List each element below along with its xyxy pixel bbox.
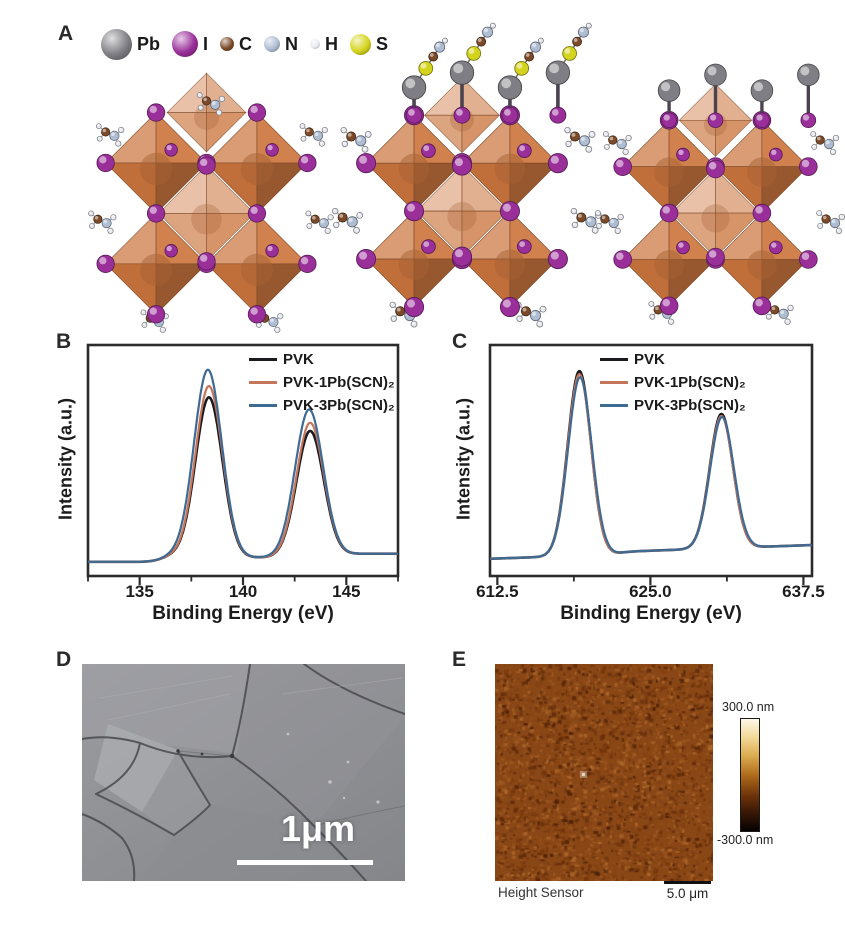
xps-plot-pb4f: 135 140 145 PVK PVK-1Pb(SCN)₂ PVK-3Pb(SCN)… (86, 343, 400, 601)
legend-label: PVK-1Pb(SCN)₂ (283, 373, 395, 391)
legend-line-swatch (249, 380, 277, 384)
height-colorbar (740, 718, 760, 832)
atom-symbol-label: Pb (137, 33, 161, 54)
legend-label: PVK-3Pb(SCN)₂ (634, 396, 746, 414)
chart-canvas (488, 343, 814, 585)
sem-scale-bar (237, 860, 373, 865)
x-tick-label: 625.0 (629, 582, 672, 601)
n-atom-icon (264, 36, 281, 52)
c-atom-icon (220, 37, 235, 51)
legend-label: PVK-1Pb(SCN)₂ (634, 373, 746, 391)
afm-scale-text: 5.0 μm (666, 886, 709, 901)
x-tick-label: 135 (125, 582, 154, 601)
afm-image (495, 664, 713, 881)
pb-atom-icon (101, 28, 132, 60)
x-tick-labels: 612.5 625.0 637.5 (476, 582, 825, 604)
atom-symbol-label: N (285, 33, 299, 54)
spectrum-curve (87, 396, 399, 564)
crystal-structure-svg (595, 63, 845, 325)
x-axis-label: Binding Energy (eV) (560, 603, 742, 624)
x-tick-label: 145 (332, 582, 361, 601)
panel-e-label: E (452, 648, 467, 671)
structure-pb-adatoms (595, 41, 845, 325)
h-atom-icon (310, 39, 321, 49)
legend-item: PVK-3Pb(SCN)₂ (600, 396, 746, 414)
colorbar-max-label: 300.0 nm (722, 700, 775, 714)
crystal-structure-svg (88, 72, 334, 333)
atom-symbol-label: H (325, 33, 339, 54)
x-tick-label: 612.5 (476, 582, 519, 601)
atom-legend: Pb I C N H S (101, 24, 395, 64)
sem-image (82, 664, 405, 881)
legend-line-swatch (600, 380, 628, 384)
s-atom-icon (350, 33, 372, 55)
atom-symbol-label: S (376, 33, 389, 54)
chart-canvas (86, 343, 400, 585)
legend-item: PVK-3Pb(SCN)₂ (249, 396, 395, 414)
legend-line-swatch (600, 403, 628, 407)
atom-symbol-label: C (239, 33, 253, 54)
x-tick-label: 140 (228, 582, 258, 601)
legend-item: PVK-1Pb(SCN)₂ (600, 373, 746, 391)
x-axis-label: Binding Energy (eV) (152, 603, 334, 624)
panel-c-label: C (452, 330, 468, 353)
x-tick-label: 637.5 (782, 582, 825, 601)
y-axis-label: Intensity (a.u.) (55, 397, 76, 521)
plot-legend: PVK PVK-1Pb(SCN)₂ PVK-3Pb(SCN)₂ (600, 350, 746, 414)
i-atom-icon (172, 31, 199, 57)
colorbar-min-label: -300.0 nm (717, 833, 774, 847)
spectrum-curve (489, 376, 813, 560)
panel-d-label: D (56, 648, 72, 671)
panel-a-label: A (58, 22, 74, 45)
crystal-structure-svg (332, 22, 602, 328)
plot-legend: PVK PVK-1Pb(SCN)₂ PVK-3Pb(SCN)₂ (249, 350, 395, 414)
legend-label: PVK (283, 350, 314, 368)
afm-scale-bar (664, 881, 711, 884)
legend-label: PVK (634, 350, 665, 368)
panel-b-label: B (56, 330, 72, 353)
legend-line-swatch (249, 403, 277, 407)
legend-item: PVK (249, 350, 395, 368)
legend-label: PVK-3Pb(SCN)₂ (283, 396, 395, 414)
legend-line-swatch (249, 357, 277, 361)
sem-scale-text: 1μm (280, 808, 356, 849)
afm-channel-label: Height Sensor (498, 885, 584, 900)
x-tick-labels: 135 140 145 (86, 582, 400, 604)
legend-item: PVK-1Pb(SCN)₂ (249, 373, 395, 391)
spectrum-curve (87, 368, 399, 563)
legend-item: PVK (600, 350, 746, 368)
xps-plot-i3d: 612.5 625.0 637.5 PVK PVK-1Pb(SCN)₂ PVK-3P… (476, 343, 825, 601)
y-axis-label: Intensity (a.u.) (453, 397, 474, 521)
structure-pbscn2 (332, 14, 602, 328)
structure-pristine (88, 72, 334, 333)
atom-symbol-label: I (203, 33, 209, 54)
legend-line-swatch (600, 357, 628, 361)
